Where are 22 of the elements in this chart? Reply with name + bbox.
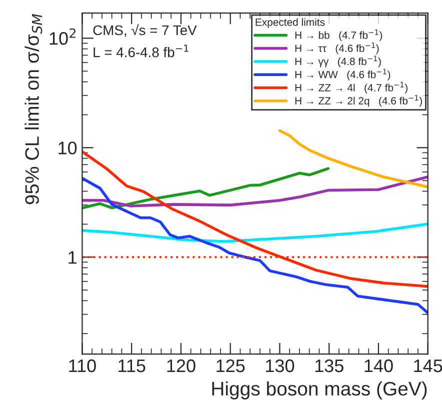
- x-axis-title: Higgs boson mass (GeV): [212, 381, 427, 400]
- y-tick-label: 1: [68, 251, 76, 264]
- legend-label: H → WW (4.6 fb$^{−1}$): [295, 68, 390, 80]
- y-tick-label: 10: [58, 142, 77, 154]
- annotation: L = 4.6-4.8 fb$^{−1}$: [94, 44, 188, 58]
- legend-label: H → ττ (4.6 fb$^{−1}$): [295, 42, 379, 54]
- legend-title: Expected limits: [256, 18, 325, 28]
- y-tick-label: 10$^{2}$: [50, 28, 76, 45]
- legend-label: H → ZZ → 2l 2q (4.6 fb$^{−1}$): [295, 95, 422, 107]
- x-tick-label: 120: [167, 359, 196, 372]
- legend-label: H → γγ (4.8 fb$^{−1}$): [295, 56, 381, 68]
- y-axis-title: 95% CL limit on σ/σ$_{SM}$: [24, 14, 42, 204]
- legend-label: H → ZZ → 4l (4.7 fb$^{−1}$): [295, 82, 408, 94]
- x-tick-label: 115: [118, 360, 146, 372]
- x-tick-label: 140: [364, 359, 393, 372]
- x-tick-label: 145: [414, 360, 442, 372]
- legend-label: H → bb (4.7 fb$^{−1}$): [295, 30, 382, 41]
- x-tick-label: 130: [266, 359, 294, 372]
- annotation: CMS, √s = 7 TeV: [93, 24, 197, 37]
- x-tick-label: 110: [69, 359, 96, 372]
- x-tick-label: 125: [216, 359, 245, 372]
- x-tick-label: 135: [315, 359, 344, 372]
